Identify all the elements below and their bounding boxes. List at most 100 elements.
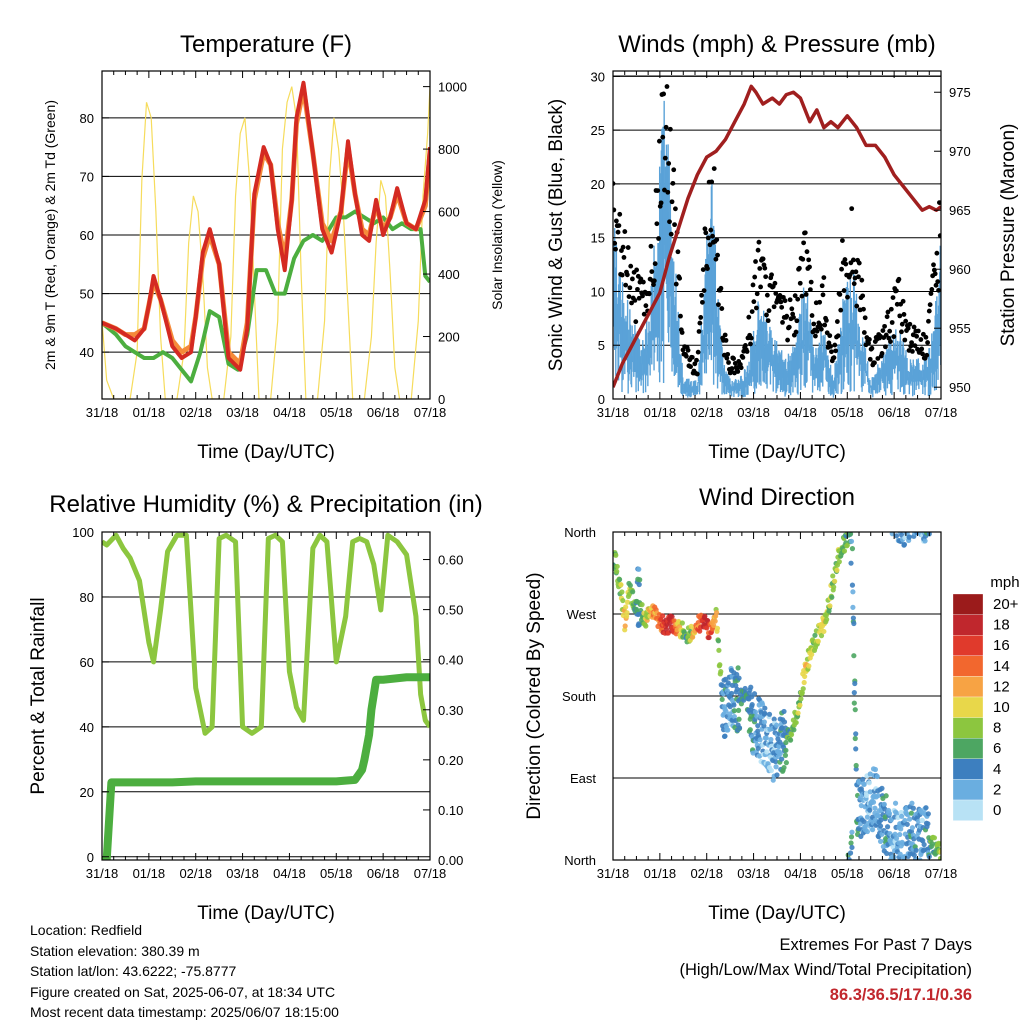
direction-point	[892, 831, 898, 837]
direction-point	[781, 764, 787, 771]
direction-point	[636, 566, 642, 572]
y-axis-label: Percent & Total Rainfall	[28, 597, 49, 794]
direction-point	[627, 582, 633, 589]
direction-point	[736, 675, 742, 681]
y-right-tick-label: 0.00	[438, 853, 463, 868]
direction-point	[781, 719, 788, 725]
direction-point	[762, 710, 768, 716]
gust-point	[729, 366, 735, 371]
x-tick-label: 01/18	[644, 866, 677, 881]
legend-label: 2	[993, 781, 1001, 798]
y-right-tick-label: 800	[438, 142, 460, 157]
direction-point	[849, 844, 855, 851]
direction-point	[850, 604, 856, 610]
x-tick-label: 31/18	[86, 405, 119, 420]
gust-point	[757, 266, 763, 271]
x-tick-label: 03/18	[226, 405, 259, 420]
direction-point	[849, 546, 856, 552]
direction-point	[783, 739, 789, 746]
x-tick-label: 05/18	[831, 866, 864, 881]
gust-point	[795, 296, 801, 302]
x-tick-label: 02/18	[179, 866, 212, 881]
direction-point	[715, 638, 722, 644]
x-tick-label: 03/18	[737, 866, 770, 881]
gust-point	[885, 309, 891, 315]
x-tick-label: 02/18	[179, 405, 212, 420]
gust-point	[828, 343, 834, 349]
gust-point	[849, 206, 855, 212]
direction-point	[773, 722, 780, 728]
direction-point	[736, 725, 743, 731]
gust-point	[811, 321, 817, 327]
gust-point	[716, 302, 721, 308]
direction-point	[787, 737, 794, 743]
gust-point	[758, 284, 763, 290]
gust-point	[929, 287, 935, 292]
direction-point	[815, 638, 821, 644]
gust-point	[692, 361, 698, 367]
series-gust	[613, 84, 941, 377]
direction-point	[720, 682, 726, 689]
y-right-tick-label: 955	[949, 321, 971, 336]
direction-point	[748, 684, 754, 690]
gust-point	[663, 124, 669, 130]
direction-point	[797, 702, 803, 708]
gust-point	[694, 371, 700, 377]
legend-title: mph	[990, 574, 1019, 591]
direction-point	[761, 719, 767, 725]
gust-point	[827, 333, 833, 339]
direction-point	[925, 811, 931, 817]
gust-point	[911, 324, 917, 330]
gust-point	[937, 233, 941, 239]
gust-point	[658, 200, 664, 206]
direction-point	[788, 732, 795, 738]
direction-point	[849, 582, 856, 588]
gust-point	[782, 298, 788, 304]
direction-point	[832, 578, 838, 584]
x-axis-label: Time (Day/UTC)	[197, 442, 335, 463]
direction-point	[736, 716, 742, 722]
direction-point	[771, 716, 777, 722]
direction-point	[722, 733, 728, 739]
gust-point	[822, 322, 828, 328]
direction-point	[937, 841, 941, 847]
direction-point	[902, 535, 908, 541]
chart-winds: Winds (mph) & Pressure (mb) 31/18 01/18 02/…	[546, 31, 1019, 463]
direction-point	[892, 800, 899, 806]
chart-title: Temperature (F)	[180, 31, 352, 58]
direction-point	[872, 766, 879, 773]
x-tick-label: 31/18	[86, 866, 119, 881]
direction-point	[923, 805, 929, 811]
direction-point	[697, 628, 703, 634]
gust-point	[702, 226, 708, 232]
direction-point	[910, 805, 916, 811]
gust-point	[656, 236, 661, 241]
gust-point	[861, 330, 867, 335]
direction-point	[614, 563, 620, 570]
gust-point	[675, 249, 681, 255]
direction-point	[706, 634, 712, 641]
gust-point	[740, 355, 746, 360]
gust-point	[786, 324, 792, 330]
legend-swatch	[952, 696, 984, 718]
direction-point	[864, 828, 871, 835]
gust-point	[924, 352, 930, 358]
gust-point	[780, 319, 785, 325]
direction-point	[881, 801, 887, 807]
direction-point	[844, 542, 850, 548]
x-tick-label: 04/18	[784, 405, 817, 420]
direction-point	[861, 819, 867, 825]
direction-point	[848, 840, 854, 846]
gust-point	[763, 274, 769, 280]
series-2m-temp	[102, 80, 430, 372]
x-tick-label: 06/18	[367, 405, 400, 420]
direction-point	[622, 623, 628, 629]
gust-point	[619, 272, 625, 278]
gust-point	[866, 340, 871, 346]
gust-point	[843, 261, 849, 267]
gust-point	[629, 300, 634, 306]
direction-point	[851, 620, 857, 627]
gust-point	[752, 274, 758, 280]
direction-point	[613, 552, 619, 558]
gust-point	[622, 229, 628, 234]
